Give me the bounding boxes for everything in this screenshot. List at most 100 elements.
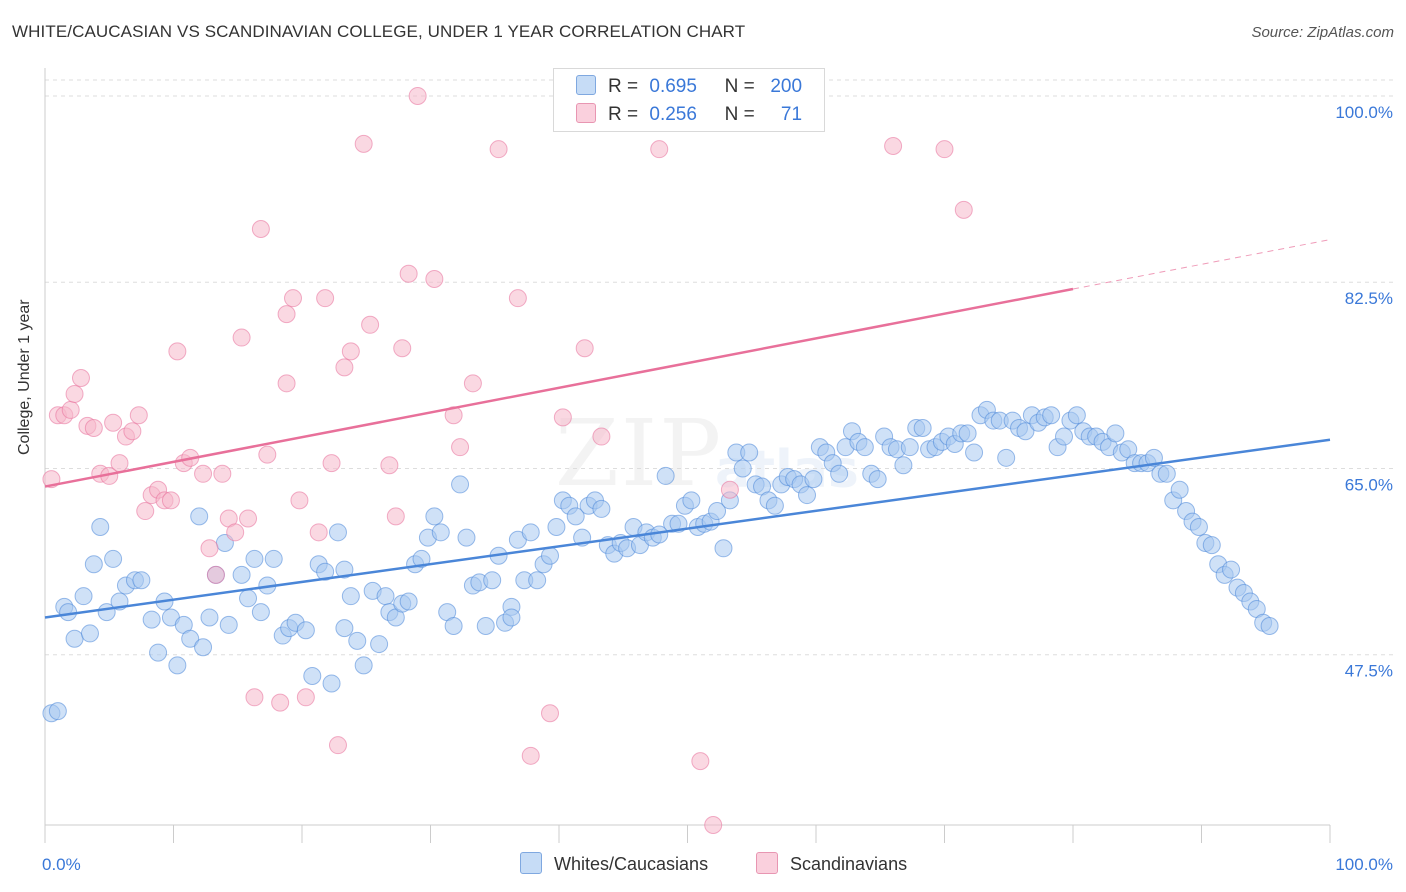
whites-point bbox=[1222, 560, 1241, 579]
whites-point bbox=[855, 438, 874, 457]
x-tick-label: 100.0% bbox=[1335, 855, 1393, 874]
scandinavians-point bbox=[316, 289, 335, 308]
scandinavians-point bbox=[322, 454, 341, 473]
scandinavians-point bbox=[720, 480, 739, 499]
whites-trend-line bbox=[44, 438, 1331, 619]
whites-point bbox=[1144, 448, 1163, 467]
legend-item-whites[interactable]: Whites/Caucasians bbox=[520, 852, 708, 875]
whites-point bbox=[181, 629, 200, 648]
whites-point bbox=[104, 549, 123, 568]
scandinavians-point bbox=[309, 523, 328, 542]
whites-point bbox=[251, 603, 270, 622]
scandinavians-trend-line-extension bbox=[1072, 239, 1331, 290]
scandinavians-point bbox=[386, 507, 405, 526]
scandinavians-point bbox=[251, 220, 270, 238]
scandinavians-point bbox=[444, 406, 463, 425]
scandinavians-point bbox=[129, 406, 148, 425]
scandinavians-point bbox=[704, 816, 723, 834]
scandinavians-point bbox=[399, 264, 418, 283]
legend-r-value: 0.695 bbox=[649, 76, 697, 97]
scandinavians-point bbox=[954, 200, 973, 219]
correlation-legend: R = 0.695 N = 200 R = 0.256 N = 71 bbox=[553, 68, 825, 132]
whites-point bbox=[219, 615, 238, 634]
scandinavians-point bbox=[161, 491, 180, 510]
scandinavians-point bbox=[200, 539, 219, 558]
legend-n-label: N = bbox=[724, 76, 755, 97]
scandinavians-point bbox=[328, 736, 347, 755]
whites-point bbox=[714, 539, 733, 558]
scandinavians-point bbox=[206, 565, 225, 584]
whites-point bbox=[547, 518, 566, 536]
legend-n-label: N = bbox=[724, 104, 755, 125]
whites-point bbox=[804, 470, 823, 489]
watermark-zip: ZIP bbox=[555, 400, 724, 507]
legend-label-scandinavians: Scandinavians bbox=[790, 854, 908, 874]
whites-point bbox=[765, 496, 784, 515]
whites-point bbox=[656, 466, 675, 485]
legend-row-scandinavians: R = 0.256 N = 71 bbox=[576, 103, 802, 126]
source-credit: Source: ZipAtlas.com bbox=[1251, 24, 1394, 41]
scandinavians-point bbox=[408, 86, 427, 105]
scandinavians-point bbox=[463, 374, 482, 393]
whites-point bbox=[1055, 427, 1074, 446]
legend-n-value: 71 bbox=[780, 104, 803, 125]
whites-point bbox=[682, 491, 701, 510]
whites-point bbox=[190, 507, 209, 526]
scandinavians-point bbox=[521, 746, 540, 765]
whites-point bbox=[444, 616, 463, 635]
whites-point bbox=[431, 523, 450, 542]
whites-point bbox=[399, 592, 418, 611]
whites-point bbox=[733, 459, 752, 478]
scandinavians-point bbox=[213, 464, 232, 483]
whites-point bbox=[48, 702, 67, 721]
scandinavians-point bbox=[271, 693, 290, 712]
scandinavians-point bbox=[425, 270, 444, 289]
whites-point bbox=[997, 448, 1016, 467]
whites-point bbox=[958, 424, 977, 443]
scandinavians-point bbox=[691, 752, 710, 771]
y-tick-label: 47.5% bbox=[1345, 662, 1393, 681]
y-tick-label: 82.5% bbox=[1345, 289, 1393, 308]
whites-point bbox=[1042, 406, 1061, 425]
legend-label-whites: Whites/Caucasians bbox=[554, 854, 709, 874]
scandinavians-point bbox=[136, 502, 155, 521]
whites-point bbox=[457, 528, 476, 547]
whites-point bbox=[303, 667, 322, 685]
whites-point bbox=[541, 546, 560, 565]
scandinavians-point bbox=[575, 339, 594, 358]
scandinavians-point bbox=[380, 456, 399, 475]
legend-item-scandinavians[interactable]: Scandinavians bbox=[756, 852, 907, 875]
scandinavians-point bbox=[110, 454, 129, 473]
whites-point bbox=[868, 470, 887, 489]
scandinavians-point bbox=[84, 419, 103, 438]
scandinavians-point bbox=[277, 374, 296, 393]
whites-point bbox=[592, 499, 611, 518]
legend-r-label: R = bbox=[608, 104, 639, 125]
whites-point bbox=[328, 523, 347, 542]
scandinavians-point bbox=[239, 509, 258, 528]
scandinavians-point bbox=[451, 438, 470, 457]
legend-n-value: 200 bbox=[770, 76, 803, 97]
whites-point bbox=[1170, 480, 1189, 499]
legend-swatch-scandinavians bbox=[756, 852, 778, 874]
scandinavians-point bbox=[335, 358, 354, 377]
whites-point bbox=[1189, 518, 1208, 536]
scandinavians-point bbox=[65, 384, 84, 403]
whites-point bbox=[245, 549, 264, 568]
whites-point bbox=[322, 674, 341, 693]
scandinavians-point bbox=[232, 328, 251, 347]
whites-point bbox=[264, 549, 283, 568]
scandinavians-point bbox=[650, 140, 669, 159]
scandinavians-point bbox=[123, 422, 142, 441]
whites-point bbox=[84, 555, 103, 574]
whites-point bbox=[232, 565, 251, 584]
scandinavians-point bbox=[361, 315, 380, 334]
scandinavians-point bbox=[104, 413, 123, 432]
whites-point bbox=[708, 502, 727, 521]
scandinavians-point bbox=[489, 140, 508, 159]
scandinavians-point bbox=[277, 305, 296, 324]
whites-point bbox=[168, 656, 187, 675]
whites-point bbox=[74, 587, 93, 606]
scandinavians-point bbox=[296, 688, 315, 707]
